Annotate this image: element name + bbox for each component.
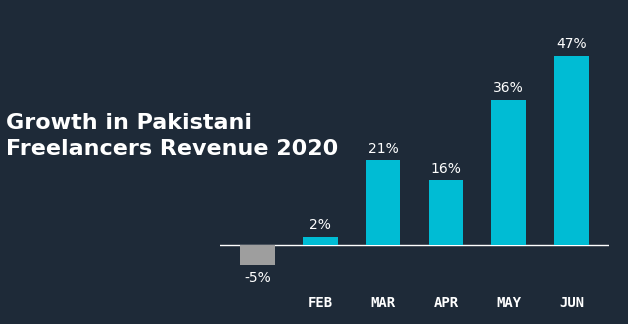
Text: 2%: 2% bbox=[310, 218, 331, 232]
Bar bbox=[429, 180, 463, 245]
Bar bbox=[492, 100, 526, 245]
Text: 16%: 16% bbox=[430, 162, 462, 176]
Bar bbox=[303, 237, 338, 245]
Text: 47%: 47% bbox=[556, 37, 587, 51]
Text: Growth in Pakistani
Freelancers Revenue 2020: Growth in Pakistani Freelancers Revenue … bbox=[6, 113, 338, 159]
Bar bbox=[240, 245, 275, 265]
Text: 21%: 21% bbox=[368, 142, 398, 156]
Bar bbox=[366, 160, 401, 245]
Text: -5%: -5% bbox=[244, 271, 271, 285]
Text: 36%: 36% bbox=[494, 81, 524, 95]
Bar bbox=[555, 56, 589, 245]
